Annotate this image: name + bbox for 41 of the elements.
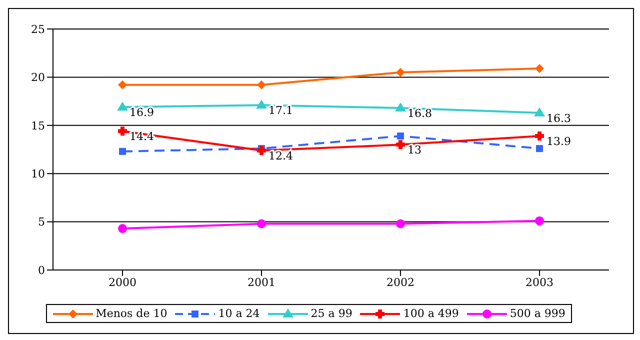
point [257, 80, 266, 90]
point [117, 102, 128, 111]
point [534, 107, 545, 116]
point [535, 132, 544, 141]
y-tick-label: 10 [31, 168, 45, 181]
point [118, 224, 127, 234]
y-tick-label: 15 [31, 119, 45, 132]
point [536, 145, 543, 152]
y-tick-label: 20 [31, 71, 45, 84]
x-tick-label: 2003 [526, 276, 554, 289]
x-tick-label: 2002 [386, 276, 414, 289]
data-label: 17.1 [268, 104, 293, 118]
point [535, 64, 544, 74]
y-tick-label: 0 [38, 264, 45, 277]
data-label: 16.8 [408, 107, 432, 120]
data-label: 13 [408, 144, 422, 157]
legend-label: 10 a 24 [218, 307, 260, 320]
y-tick-label: 5 [38, 216, 45, 229]
point [119, 148, 126, 155]
y-tick-label: 25 [31, 22, 45, 36]
point [396, 140, 405, 150]
point [396, 68, 405, 77]
point [396, 219, 405, 228]
point [395, 102, 406, 112]
x-tick-label: 2001 [248, 276, 276, 289]
data-label: 16.9 [130, 106, 154, 120]
x-tick-label: 2000 [108, 276, 136, 289]
point [118, 80, 127, 90]
legend-label: 500 a 999 [510, 307, 566, 320]
legend-label: 25 a 99 [310, 307, 352, 320]
point [535, 216, 544, 226]
legend-label: 100 a 499 [403, 307, 459, 320]
point [257, 146, 266, 155]
data-label: 13.9 [546, 135, 571, 148]
data-label: 16.3 [546, 112, 571, 125]
legend-label: Menos de 10 [96, 307, 168, 320]
point [397, 132, 404, 140]
data-label: 12.4 [268, 149, 293, 162]
point [118, 126, 127, 136]
point [257, 219, 266, 228]
point [256, 100, 267, 109]
